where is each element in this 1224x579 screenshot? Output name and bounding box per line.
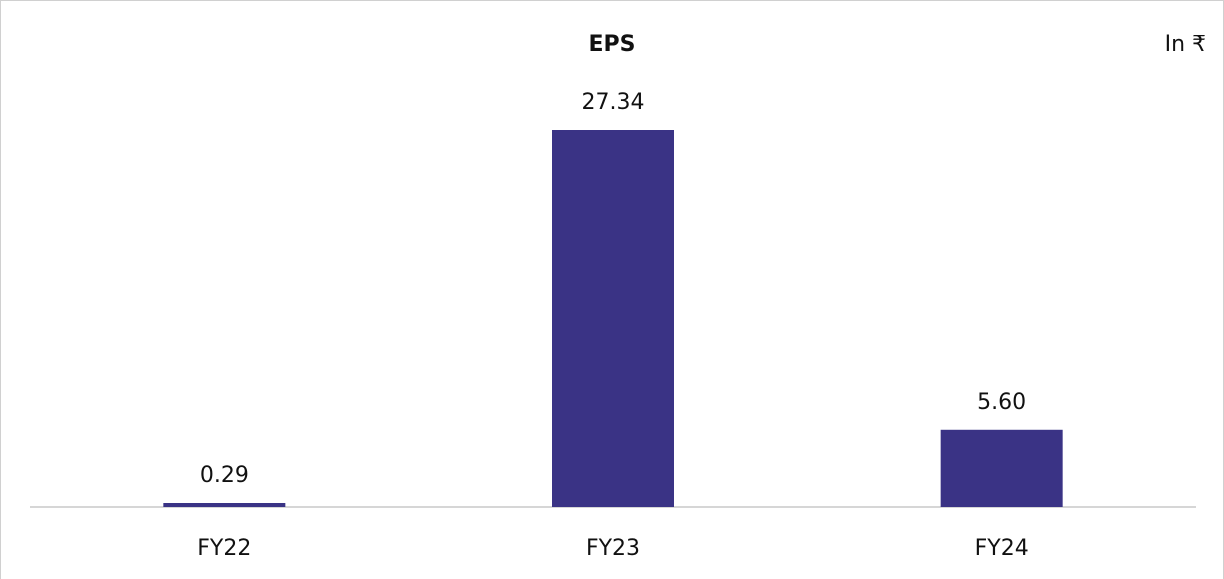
bar: [552, 130, 674, 507]
x-tick-label: FY22: [197, 536, 251, 561]
bar: [163, 503, 286, 507]
value-label: 5.60: [977, 390, 1026, 415]
x-tick-label: FY24: [975, 536, 1029, 561]
chart-title: EPS: [589, 32, 636, 57]
bar: [940, 429, 1063, 507]
unit-note: In ₹: [1165, 32, 1206, 57]
value-label: 27.34: [582, 90, 645, 115]
value-label: 0.29: [200, 463, 249, 488]
x-tick-label: FY23: [586, 536, 640, 561]
